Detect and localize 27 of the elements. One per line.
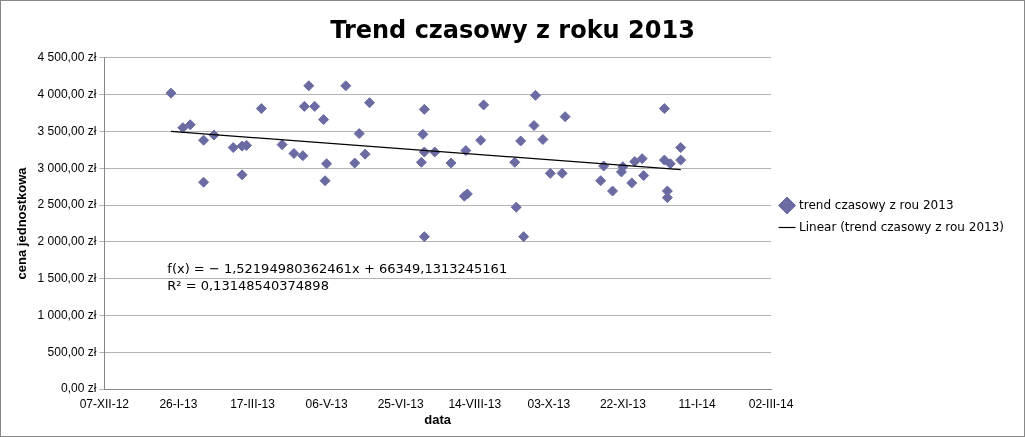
x-tick-label: 02-III-14 xyxy=(748,396,794,411)
y-tick-label: 1 500,00 zł xyxy=(37,270,97,285)
y-tick-label: 4 000,00 zł xyxy=(37,86,97,101)
y-tick-label: 500,00 zł xyxy=(47,344,97,359)
annotation: f(x) = − 1,52194980362461x + 66349,1313245161 xyxy=(167,260,508,276)
x-tick-label: 25-VI-13 xyxy=(377,396,424,411)
chart-title: Trend czasowy z roku 2013 xyxy=(330,15,695,44)
y-tick-label: 4 500,00 zł xyxy=(37,50,97,65)
x-tick-label: 22-XI-13 xyxy=(599,396,647,411)
y-tick-label: 3 000,00 zł xyxy=(37,160,97,175)
x-tick-label: 17-III-13 xyxy=(230,396,276,411)
legend-label: trend czasowy z rou 2013 xyxy=(799,197,954,212)
y-axis-title: cena jednostkowa xyxy=(14,166,30,280)
y-tick-label: 0,00 zł xyxy=(60,381,97,396)
x-tick-label: 07-XII-12 xyxy=(79,396,130,411)
x-tick-label: 11-I-14 xyxy=(678,396,716,411)
y-tick-label: 3 500,00 zł xyxy=(37,123,97,138)
x-tick-label: 26-I-13 xyxy=(159,396,198,411)
x-tick-label: 06-V-13 xyxy=(305,396,348,411)
y-tick-label: 2 000,00 zł xyxy=(37,234,97,249)
y-tick-label: 2 500,00 zł xyxy=(37,197,97,212)
x-tick-label: 03-X-13 xyxy=(527,396,571,411)
x-tick-label: 14-VIII-13 xyxy=(448,396,502,411)
annotation: R² = 0,13148540374898 xyxy=(167,277,329,293)
x-axis-title: data xyxy=(424,411,452,427)
y-tick-label: 1 000,00 zł xyxy=(37,307,97,322)
legend-label: Linear (trend czasowy z rou 2013) xyxy=(799,219,1005,234)
